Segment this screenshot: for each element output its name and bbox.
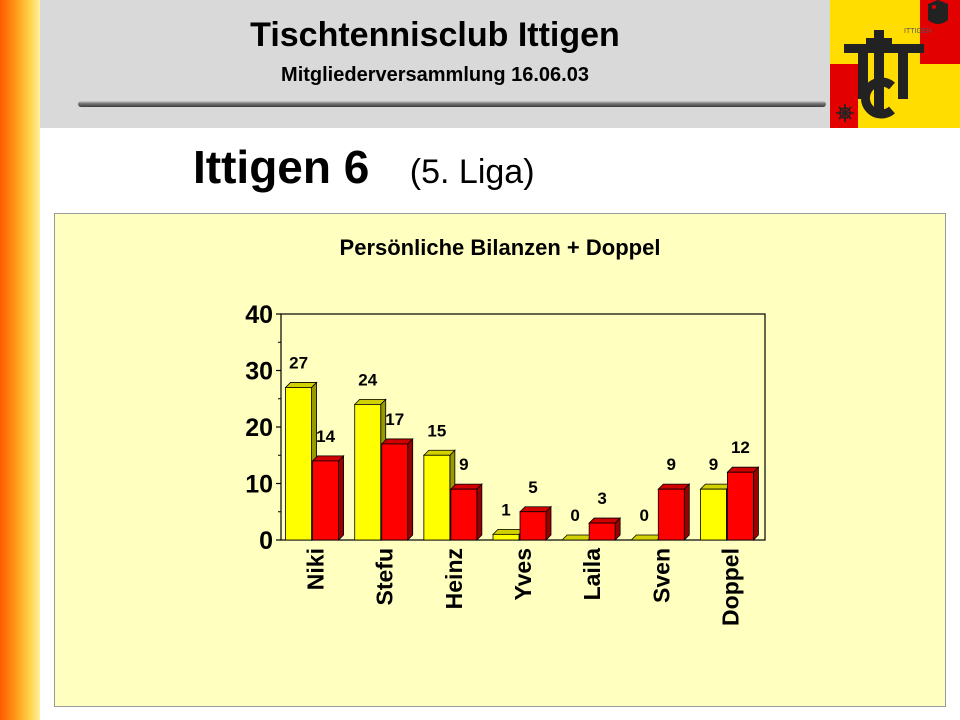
bar-laila-s2 bbox=[588, 522, 616, 541]
data-label-sven-s1: 0 bbox=[640, 506, 649, 525]
left-accent-stripe bbox=[0, 0, 40, 720]
bar-sven-s2 bbox=[657, 488, 685, 541]
bar-chart: Persönliche Bilanzen + Doppel01020304027… bbox=[245, 235, 766, 626]
logo-cross-bar bbox=[866, 38, 892, 45]
bar-stefu-s1 bbox=[354, 403, 382, 541]
logo-cross-stem bbox=[874, 30, 884, 110]
data-label-doppel-s1: 9 bbox=[709, 455, 718, 474]
bar-top-yves-s2 bbox=[519, 506, 552, 513]
data-label-laila-s1: 0 bbox=[570, 506, 579, 525]
x-tick-label-yves: Yves bbox=[510, 548, 536, 600]
logo-letter-c bbox=[860, 77, 895, 119]
x-tick-label-doppel: Doppel bbox=[717, 548, 743, 626]
bar-doppel-s2 bbox=[727, 471, 754, 541]
bar-niki-s2 bbox=[312, 460, 339, 541]
logo-graphic: ITTIGEN bbox=[830, 0, 960, 128]
bar-top-stefu-s2 bbox=[380, 438, 414, 445]
data-label-doppel-s2: 12 bbox=[731, 438, 750, 457]
bar-yves-s1 bbox=[492, 533, 520, 541]
y-tick-label: 20 bbox=[245, 414, 273, 442]
y-tick-label: 40 bbox=[245, 301, 273, 329]
logo-letter-t2-stem bbox=[898, 44, 908, 99]
chart-title: Persönliche Bilanzen + Doppel bbox=[340, 235, 661, 260]
data-label-sven-s2: 9 bbox=[667, 455, 676, 474]
bar-top-doppel-s2 bbox=[726, 466, 760, 473]
team-name: Ittigen 6 bbox=[193, 141, 370, 193]
data-label-niki-s1: 27 bbox=[289, 353, 308, 372]
bar-top-laila-s2 bbox=[588, 517, 622, 524]
x-tick-label-stefu: Stefu bbox=[372, 548, 398, 606]
slide-header: Tischtennisclub Ittigen Mitgliederversam… bbox=[40, 0, 830, 128]
bar-side-stefu-s2 bbox=[407, 437, 414, 541]
data-label-niki-s2: 14 bbox=[316, 427, 335, 446]
data-label-laila-s2: 3 bbox=[597, 489, 606, 508]
bar-top-stefu-s1 bbox=[353, 398, 387, 405]
bar-top-niki-s1 bbox=[284, 382, 318, 388]
x-tick-label-sven: Sven bbox=[648, 548, 674, 603]
data-label-heinz-s1: 15 bbox=[427, 421, 446, 440]
bar-side-yves-s2 bbox=[545, 505, 552, 541]
y-tick-label: 10 bbox=[245, 471, 273, 499]
y-tick-label: 30 bbox=[245, 358, 273, 386]
bar-side-heinz-s2 bbox=[476, 483, 483, 541]
data-label-yves-s2: 5 bbox=[528, 478, 537, 497]
bar-top-doppel-s1 bbox=[699, 483, 733, 490]
bar-heinz-s2 bbox=[450, 488, 478, 541]
bar-top-heinz-s1 bbox=[422, 449, 456, 456]
x-tick-label-heinz: Heinz bbox=[441, 548, 467, 609]
bar-top-yves-s1 bbox=[492, 528, 525, 535]
bar-stefu-s2 bbox=[381, 443, 409, 541]
club-title: Tischtennisclub Ittigen bbox=[250, 16, 620, 54]
bar-top-niki-s2 bbox=[311, 455, 345, 462]
meeting-subtitle: Mitgliederversammlung 16.06.03 bbox=[281, 64, 589, 86]
data-label-stefu-s2: 17 bbox=[385, 410, 404, 429]
header-divider bbox=[78, 101, 826, 107]
data-label-heinz-s2: 9 bbox=[459, 455, 468, 474]
data-label-yves-s1: 1 bbox=[501, 500, 510, 519]
league-label: (5. Liga) bbox=[409, 153, 535, 191]
bear-crest-icon bbox=[928, 0, 948, 24]
bear-eye-icon bbox=[932, 5, 936, 9]
x-tick-label-laila: Laila bbox=[579, 548, 605, 601]
logo-small-text: ITTIGEN bbox=[904, 28, 932, 35]
bar-side-niki-s2 bbox=[338, 454, 344, 541]
bar-side-doppel-s2 bbox=[753, 466, 759, 541]
plot-area-frame bbox=[280, 313, 766, 541]
bar-top-heinz-s2 bbox=[449, 483, 483, 490]
bar-yves-s2 bbox=[519, 511, 547, 541]
bar-side-sven-s2 bbox=[683, 483, 690, 541]
bar-niki-s1 bbox=[285, 387, 312, 541]
bar-top-laila-s1 bbox=[561, 534, 595, 541]
ship-wheel-icon bbox=[836, 104, 854, 122]
team-title: Ittigen 6 (5. Liga) bbox=[193, 140, 535, 194]
bar-top-sven-s1 bbox=[630, 534, 664, 541]
logo-letter-t1-stem bbox=[858, 44, 868, 99]
bar-top-sven-s2 bbox=[657, 483, 691, 490]
x-tick-label-niki: Niki bbox=[303, 548, 329, 590]
bar-heinz-s1 bbox=[423, 454, 451, 541]
data-label-stefu-s1: 24 bbox=[358, 370, 377, 389]
y-tick-label: 0 bbox=[259, 527, 273, 555]
ttc-ittigen-logo: ITTIGEN bbox=[830, 0, 960, 128]
bar-doppel-s1 bbox=[700, 488, 727, 541]
chart-panel: Persönliche Bilanzen + Doppel 0 10 20 30 40 27… bbox=[54, 213, 946, 707]
